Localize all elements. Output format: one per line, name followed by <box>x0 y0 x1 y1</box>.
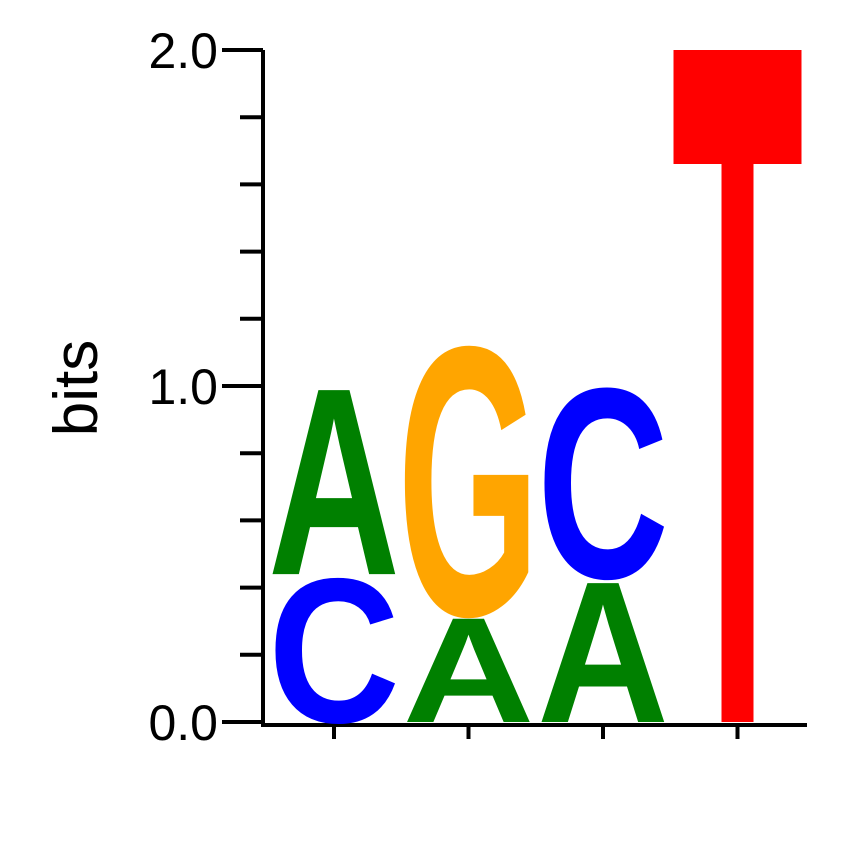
letter-a: A <box>268 332 400 631</box>
letter-c: C <box>537 332 669 636</box>
letter-t <box>673 50 802 722</box>
letter-a: A <box>402 587 534 754</box>
y-tick-label: 0.0 <box>148 695 218 751</box>
y-ticks: 0.0 1.0 2.0 <box>148 23 263 751</box>
letter-a: A <box>537 540 669 765</box>
letter-c: C <box>268 536 400 767</box>
y-tick-label: 2.0 <box>148 23 218 79</box>
y-axis-title: bits <box>42 340 111 436</box>
x-ticks <box>332 725 740 739</box>
y-tick-label: 1.0 <box>148 359 218 415</box>
letter-g: G <box>397 266 539 696</box>
letter-t-stem <box>721 50 754 722</box>
